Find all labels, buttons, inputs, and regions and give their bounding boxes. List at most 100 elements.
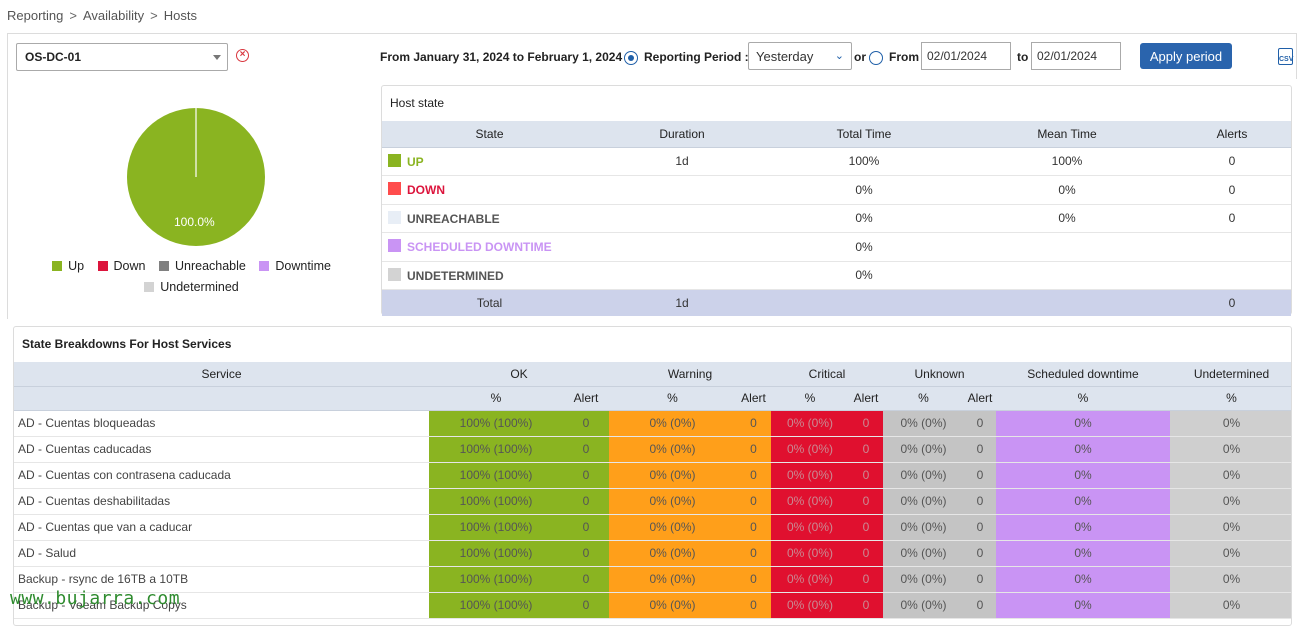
service-name-link[interactable]: AD - Cuentas caducadas [14,436,429,463]
to-label: to [1017,50,1029,64]
total-label: Total [382,289,597,316]
critical-alert-cell: 0 [849,592,883,619]
critical-percent-cell: 0% (0%) [771,410,849,437]
pie-percent-label: 100.0% [174,215,215,229]
warning-alert-cell: 0 [736,540,771,567]
warning-percent-cell: 0% (0%) [609,540,736,567]
reporting-period-radio[interactable] [624,51,638,65]
undetermined-percent-cell: 0% [1170,592,1291,619]
unknown-percent-cell: 0% (0%) [883,462,964,489]
unknown-percent-cell: 0% (0%) [883,514,964,541]
scheduled-percent-cell: 0% [996,488,1170,515]
reporting-period-select[interactable]: Yesterday ⌄ [748,42,852,70]
apply-period-button[interactable]: Apply period [1140,43,1232,69]
mean-time-cell: 100% [961,147,1173,176]
ok-percent-cell: 100% (100%) [429,566,563,593]
ok-alert-cell: 0 [563,540,609,567]
host-state-table: State Duration Total Time Mean Time Aler… [382,121,1291,316]
ok-alert-cell: 0 [563,592,609,619]
host-state-row: DOWN 0% 0% 0 [382,175,1291,205]
critical-percent-cell: 0% (0%) [771,592,849,619]
host-select-value: OS-DC-01 [25,50,82,64]
state-label: UNDETERMINED [407,268,504,283]
unknown-percent-cell: 0% (0%) [883,592,964,619]
service-name-link[interactable]: Backup - rsync de 16TB a 10TB [14,566,429,593]
service-name-link[interactable]: AD - Cuentas que van a caducar [14,514,429,541]
critical-alert-cell: 0 [849,566,883,593]
host-state-chart-panel: 100.0% Up Down Unreachable Downtime Unde… [7,79,374,319]
column-header-state: State [382,121,597,148]
unknown-percent-cell: 0% (0%) [883,566,964,593]
warning-percent-cell: 0% (0%) [609,436,736,463]
mean-time-cell [961,261,1173,290]
unknown-alert-cell: 0 [964,514,996,541]
total-time-cell: 0% [767,204,961,233]
ok-alert-cell: 0 [563,436,609,463]
service-row: AD - Cuentas deshabilitadas 100% (100%) 0 0… [14,488,1291,515]
ok-alert-cell: 0 [563,488,609,515]
subheader-ok-alert: Alert [563,386,609,411]
host-state-row: UNDETERMINED 0% [382,261,1291,290]
critical-alert-cell: 0 [849,514,883,541]
unknown-percent-cell: 0% (0%) [883,540,964,567]
from-date-input[interactable]: 02/01/2024 [921,42,1011,70]
state-color-swatch [388,267,401,281]
state-label: UP [407,154,424,169]
service-name-link[interactable]: AD - Salud [14,540,429,567]
state-color-swatch [388,153,401,167]
subheader-ok-percent: % [429,386,563,411]
column-header-service: Service [14,362,429,387]
mean-time-cell: 0% [961,204,1173,233]
critical-percent-cell: 0% (0%) [771,540,849,567]
host-select[interactable]: OS-DC-01 [16,43,228,71]
host-state-header-row: State Duration Total Time Mean Time Aler… [382,121,1291,148]
service-row: Backup - Veeam Backup Copys 100% (100%) 0 0… [14,592,1291,619]
warning-percent-cell: 0% (0%) [609,592,736,619]
scheduled-percent-cell: 0% [996,410,1170,437]
subheader-critical-percent: % [771,386,849,411]
legend-swatch-down [97,261,108,271]
scheduled-percent-cell: 0% [996,462,1170,489]
state-color-swatch [388,239,401,253]
state-label: DOWN [407,183,445,198]
service-name-link[interactable]: AD - Cuentas con contrasena caducada [14,462,429,489]
clear-host-icon[interactable]: × [236,49,249,62]
column-header-alerts: Alerts [1173,121,1291,148]
service-name-link[interactable]: AD - Cuentas deshabilitadas [14,488,429,515]
undetermined-percent-cell: 0% [1170,540,1291,567]
unknown-percent-cell: 0% (0%) [883,410,964,437]
unknown-percent-cell: 0% (0%) [883,436,964,463]
warning-alert-cell: 0 [736,410,771,437]
ok-percent-cell: 100% (100%) [429,488,563,515]
breadcrumb-separator: > [69,8,77,23]
host-state-row: SCHEDULED DOWNTIME 0% [382,232,1291,262]
column-header-scheduled-downtime: Scheduled downtime [996,362,1170,387]
or-label: or [854,50,866,64]
ok-percent-cell: 100% (100%) [429,592,563,619]
subheader-warning-percent: % [609,386,736,411]
service-name-link[interactable]: AD - Cuentas bloqueadas [14,410,429,437]
column-header-critical: Critical [771,362,883,387]
subheader-warning-alert: Alert [736,386,771,411]
legend-item-undetermined: Undetermined [144,277,239,297]
scheduled-percent-cell: 0% [996,566,1170,593]
state-label: UNREACHABLE [407,211,500,226]
total-alerts: 0 [1173,289,1291,316]
alerts-cell: 0 [1173,175,1291,205]
legend-label-undetermined: Undetermined [160,280,239,294]
ok-percent-cell: 100% (100%) [429,436,563,463]
csv-export-icon[interactable]: CSV [1278,48,1293,65]
scheduled-percent-cell: 0% [996,592,1170,619]
unknown-alert-cell: 0 [964,592,996,619]
legend-item-downtime: Downtime [259,256,331,276]
breadcrumb-availability[interactable]: Availability [82,8,145,23]
pie-legend: Up Down Unreachable Downtime Undetermine… [8,256,375,298]
service-row: AD - Salud 100% (100%) 0 0% (0%) 0 0% (0%) 0 0%… [14,540,1291,567]
to-date-input[interactable]: 02/01/2024 [1031,42,1121,70]
breadcrumb-reporting[interactable]: Reporting [7,8,64,23]
host-state-title: Host state [390,96,445,110]
custom-period-radio[interactable] [869,51,883,65]
breadcrumb-separator: > [150,8,158,23]
service-row: AD - Cuentas con contrasena caducada 100%… [14,462,1291,489]
warning-percent-cell: 0% (0%) [609,566,736,593]
